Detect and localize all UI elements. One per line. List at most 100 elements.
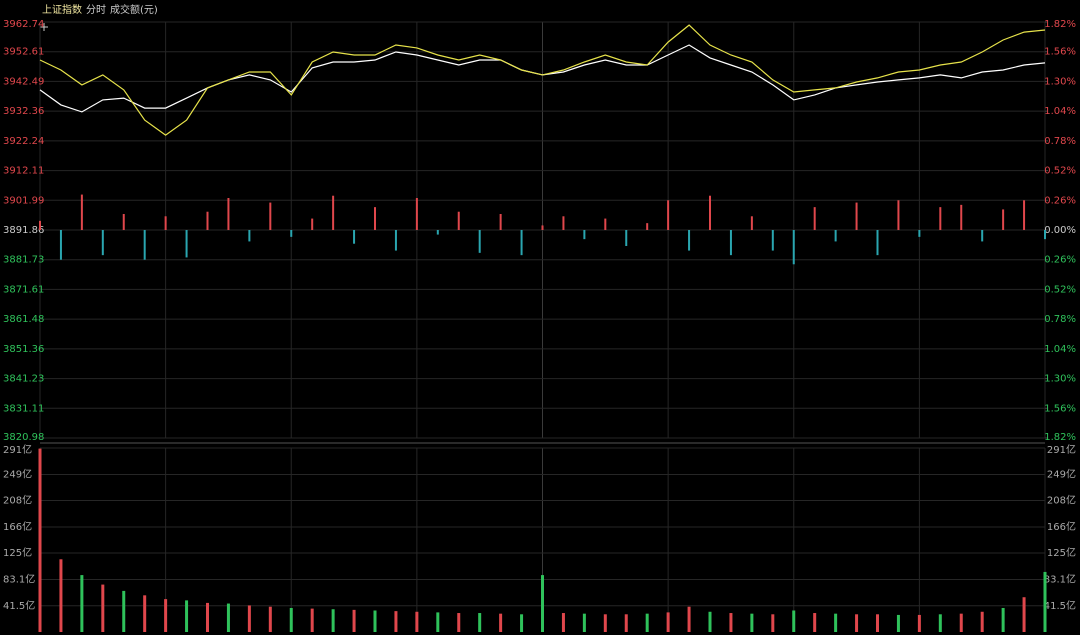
volume-bar bbox=[771, 614, 775, 632]
y-tick-label: 166亿 bbox=[3, 520, 32, 533]
volume-bar bbox=[247, 605, 251, 632]
volume-bar bbox=[226, 603, 230, 632]
volume-bar bbox=[813, 613, 817, 632]
y2-tick-label: 1.30% bbox=[1044, 374, 1076, 385]
volume-bar bbox=[164, 599, 168, 632]
breadth-bar bbox=[750, 216, 753, 230]
volume-bar bbox=[415, 611, 419, 632]
y2-tick-label: 0.26% bbox=[1044, 195, 1076, 206]
volume-bar bbox=[59, 559, 63, 632]
y-tick-label: 3851.36 bbox=[3, 344, 44, 355]
breadth-bar bbox=[311, 218, 314, 230]
y-tick-label: 3871.61 bbox=[3, 284, 44, 295]
y-tick-label: 125亿 bbox=[3, 546, 32, 559]
y-tick-label-right: 83.1亿 bbox=[1044, 572, 1076, 585]
volume-bar bbox=[331, 609, 335, 632]
breadth-bar bbox=[876, 230, 879, 256]
breadth-bar bbox=[625, 230, 628, 246]
y2-tick-label: 0.00% bbox=[1044, 225, 1076, 236]
breadth-bar bbox=[499, 214, 502, 230]
breadth-bar bbox=[834, 230, 837, 242]
y-tick-label-right: 249亿 bbox=[1047, 468, 1076, 481]
breadth-bar bbox=[771, 230, 774, 251]
y-tick-label: 291亿 bbox=[3, 443, 32, 456]
volume-bar bbox=[457, 613, 461, 632]
breadth-bar bbox=[353, 230, 356, 244]
breadth-bar bbox=[1023, 200, 1026, 230]
volume-bar bbox=[1043, 571, 1047, 632]
breadth-bar bbox=[583, 230, 586, 240]
y-tick-label: 3841.23 bbox=[3, 374, 44, 385]
volume-bar bbox=[896, 614, 900, 632]
breadth-bar bbox=[39, 220, 41, 230]
y-tick-label: 208亿 bbox=[3, 493, 32, 506]
volume-bar bbox=[750, 613, 754, 632]
breadth-bar bbox=[436, 230, 439, 235]
volume-title: 成交额(元) bbox=[110, 3, 158, 16]
breadth-bar bbox=[855, 202, 858, 230]
volume-bar bbox=[122, 590, 126, 632]
y-tick-label: 3932.36 bbox=[3, 106, 44, 117]
breadth-bar bbox=[394, 230, 397, 251]
price-line bbox=[39, 24, 1046, 136]
breadth-bar bbox=[520, 230, 523, 256]
breadth-bar bbox=[101, 230, 104, 256]
y-tick-label: 83.1亿 bbox=[3, 572, 35, 585]
breadth-bar bbox=[604, 218, 607, 230]
volume-bar bbox=[834, 613, 838, 632]
breadth-bar bbox=[415, 198, 418, 230]
y-tick-label: 3942.49 bbox=[3, 76, 44, 87]
y-tick-label: 3820.98 bbox=[3, 432, 44, 443]
y-tick-label: 3831.11 bbox=[3, 403, 44, 414]
volume-bar bbox=[624, 614, 628, 632]
breadth-bar bbox=[729, 230, 732, 256]
volume-bar bbox=[1001, 607, 1005, 632]
y-tick-label: 3922.24 bbox=[3, 136, 44, 147]
y-tick-label-right: 125亿 bbox=[1047, 546, 1076, 559]
breadth-bar bbox=[59, 230, 62, 260]
y-tick-label-right: 208亿 bbox=[1047, 493, 1076, 506]
y-tick-label: 3861.48 bbox=[3, 314, 44, 325]
volume-bar bbox=[206, 602, 209, 632]
volume-bar bbox=[855, 614, 859, 632]
volume-bar bbox=[729, 613, 733, 632]
volume-bar bbox=[394, 611, 398, 632]
y2-tick-label: 1.82% bbox=[1044, 19, 1076, 30]
chart-title: 上证指数 bbox=[42, 3, 82, 16]
breadth-bar bbox=[897, 200, 900, 230]
y2-tick-label: 0.26% bbox=[1044, 255, 1076, 266]
breadth-bar bbox=[960, 204, 963, 230]
breadth-bar bbox=[1044, 230, 1046, 240]
breadth-bar bbox=[792, 230, 795, 265]
crosshair-icon bbox=[40, 23, 48, 31]
y-tick-label: 41.5亿 bbox=[3, 599, 35, 612]
breadth-bar bbox=[122, 214, 125, 230]
volume-bar bbox=[268, 606, 272, 632]
volume-bar bbox=[101, 584, 105, 632]
breadth-bar bbox=[143, 230, 146, 260]
breadth-bar bbox=[562, 216, 565, 230]
breadth-bar bbox=[939, 207, 942, 230]
volume-bar bbox=[143, 595, 147, 632]
y-tick-label-right: 41.5亿 bbox=[1044, 599, 1076, 612]
breadth-bar bbox=[688, 230, 691, 251]
breadth-bar bbox=[813, 207, 816, 230]
breadth-bar bbox=[667, 200, 670, 230]
y2-tick-label: 0.52% bbox=[1044, 166, 1076, 177]
breadth-bar bbox=[164, 216, 167, 230]
y-tick-label: 3881.73 bbox=[3, 255, 44, 266]
y2-tick-label: 0.52% bbox=[1044, 284, 1076, 295]
volume-bar bbox=[436, 612, 440, 632]
y-tick-label-right: 291亿 bbox=[1047, 443, 1076, 456]
y-tick-label: 3901.99 bbox=[3, 195, 44, 206]
y2-tick-label: 1.04% bbox=[1044, 344, 1076, 355]
volume-bar bbox=[603, 614, 607, 632]
volume-bar bbox=[876, 614, 879, 632]
volume-bar bbox=[520, 614, 524, 632]
volume-bar bbox=[645, 613, 649, 632]
volume-bar bbox=[938, 614, 942, 632]
breadth-bar bbox=[709, 195, 711, 230]
breadth-bar bbox=[374, 207, 376, 230]
breadth-bar bbox=[478, 230, 481, 253]
